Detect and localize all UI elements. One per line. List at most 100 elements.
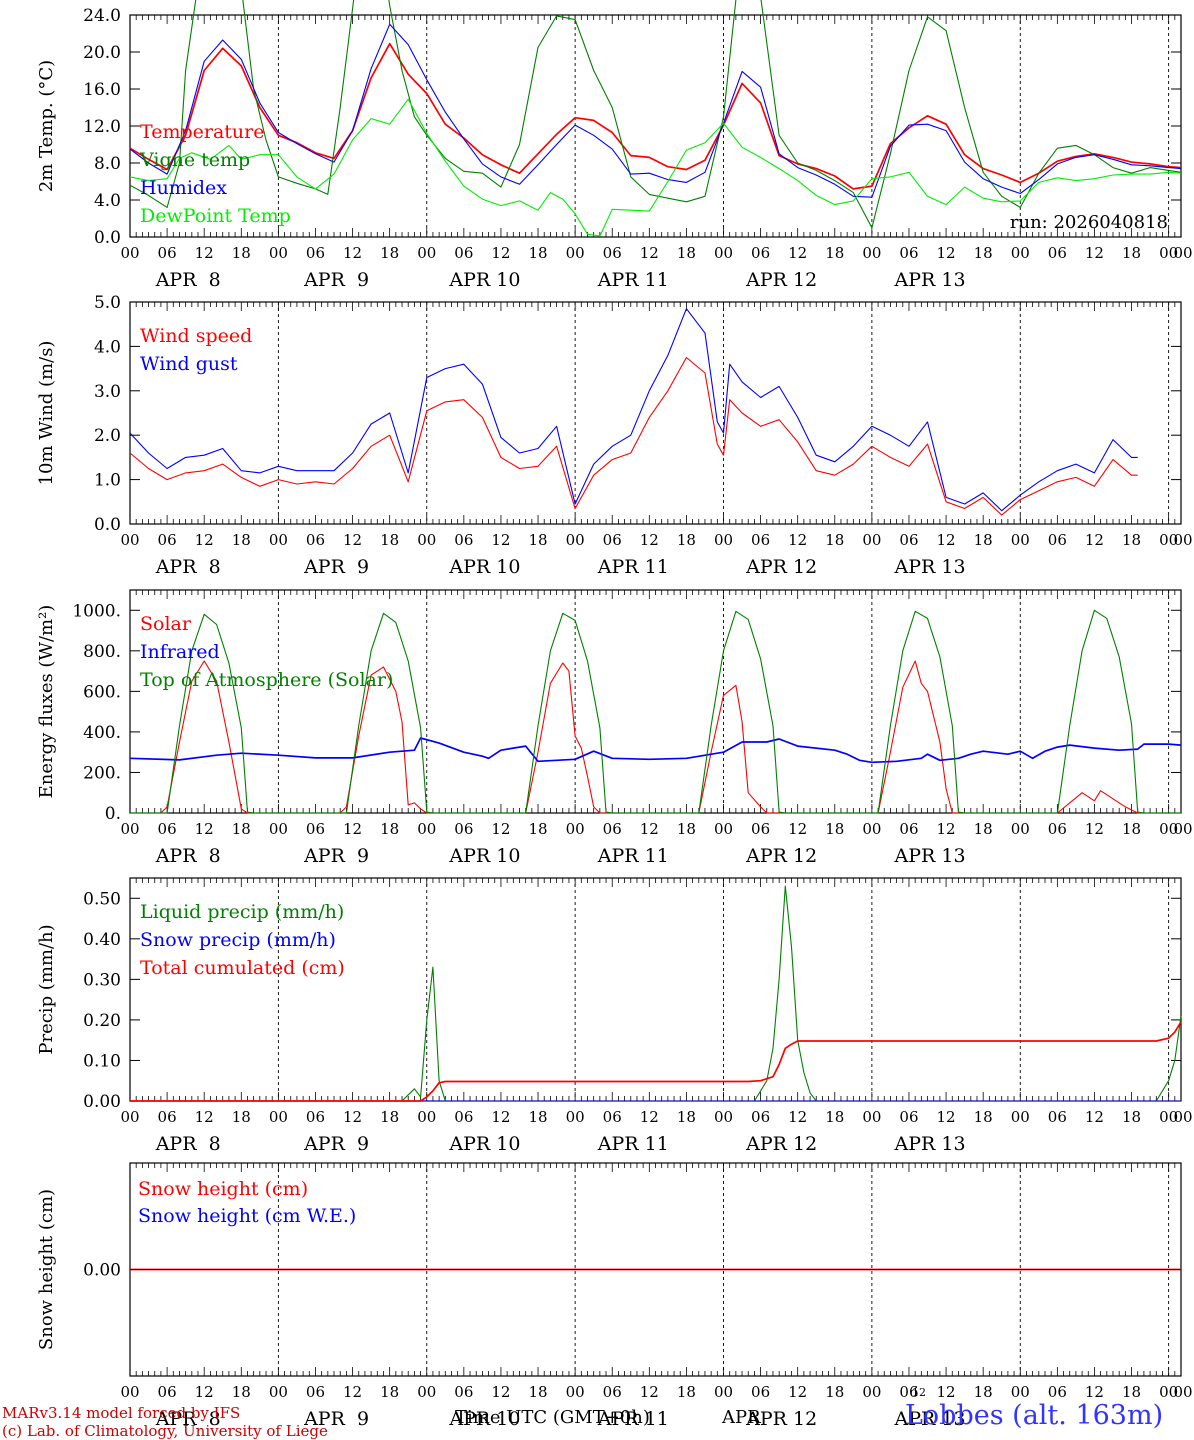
day-label: APR 8 [155, 556, 221, 578]
y-tick-label: 16.0 [83, 80, 121, 100]
x-tick-label: 12 [491, 531, 510, 549]
month-label: APR [722, 1407, 761, 1428]
x-tick-label: 18 [528, 1108, 547, 1126]
x-tick-label: 18 [380, 820, 399, 838]
day-label: APR 11 [597, 556, 669, 578]
x-tick-label: 00 [862, 244, 881, 262]
x-tick-label: 00 [1173, 1383, 1192, 1401]
day-label: APR 11 [597, 1408, 669, 1430]
x-tick-label: 12 [1085, 1383, 1104, 1401]
y-tick-label: 200. [83, 763, 121, 783]
x-tick-label: 18 [380, 1108, 399, 1126]
x-tick-label: 06 [603, 531, 622, 549]
day-label: APR 11 [597, 269, 669, 291]
x-tick-label: 06 [1048, 1108, 1067, 1126]
x-tick-label: 06 [603, 244, 622, 262]
x-tick-label: 12 [937, 531, 956, 549]
x-tick-label: 12 [343, 1383, 362, 1401]
x-tick-label: 06 [751, 820, 770, 838]
y-tick-label: 4.0 [94, 191, 121, 211]
x-tick-label: 18 [528, 820, 547, 838]
day-label: APR 9 [303, 556, 369, 578]
x-tick-label: 18 [528, 1383, 547, 1401]
x-tick-label: 18 [825, 1108, 844, 1126]
y-tick-label: 5.0 [94, 293, 121, 313]
series-wind-speed [129, 356, 1138, 516]
day-label: APR 10 [448, 1133, 520, 1155]
x-tick-label: 18 [974, 820, 993, 838]
x-tick-label: 12 [1085, 820, 1104, 838]
x-tick-label: 00 [1159, 1108, 1178, 1126]
x-tick-label: 06 [899, 531, 918, 549]
x-tick-label: 06 [1048, 531, 1067, 549]
x-tick-label: 06 [751, 1108, 770, 1126]
day-label: APR 10 [448, 845, 520, 867]
x-tick-label: 00 [1011, 820, 1030, 838]
x-tick-label: 06 [454, 244, 473, 262]
x-tick-label: 12 [1085, 1108, 1104, 1126]
x-tick-label: 06 [603, 1383, 622, 1401]
x-tick-label: 12 [343, 820, 362, 838]
x-tick-label: 06 [603, 820, 622, 838]
x-tick-label: 00 [862, 531, 881, 549]
x-tick-label: 00 [1011, 1383, 1030, 1401]
x-tick-label: 06 [454, 1108, 473, 1126]
x-tick-label: 06 [306, 820, 325, 838]
day-label: APR 13 [894, 1408, 966, 1430]
day-label: APR 12 [745, 1408, 817, 1430]
day-label: APR 13 [894, 845, 966, 867]
x-tick-label: 12 [491, 244, 510, 262]
x-tick-label: 12 [195, 820, 214, 838]
x-tick-label: 12 [937, 1108, 956, 1126]
x-tick-label: 18 [528, 531, 547, 549]
x-tick-label: 00 [1159, 1383, 1178, 1401]
y-axis-label: 2m Temp. (°C) [36, 60, 57, 192]
series-dewpoint-temp [129, 98, 1182, 237]
y-tick-label: 0.0 [94, 515, 121, 535]
x-tick-label: 00 [566, 531, 585, 549]
x-tick-label: 18 [380, 244, 399, 262]
x-tick-label: 06 [306, 531, 325, 549]
day-label: APR 12 [745, 845, 817, 867]
legend-entry: Snow height (cm) [138, 1178, 308, 1200]
panel-energy [129, 589, 1182, 814]
y-axis-label: Precip (mm/h) [36, 924, 57, 1054]
series-infrared [129, 737, 1182, 764]
x-tick-label: 12 [343, 244, 362, 262]
y-tick-label: 1000. [72, 601, 121, 621]
panel-snow [129, 1162, 1182, 1377]
x-tick-label: 06 [899, 244, 918, 262]
x-tick-label: 06 [751, 531, 770, 549]
x-tick-label: 18 [1122, 1108, 1141, 1126]
x-tick-label: 12 [195, 1108, 214, 1126]
series-top-of-atmosphere-solar- [130, 609, 1181, 814]
x-tick-label: 18 [825, 531, 844, 549]
x-tick-label: 18 [232, 1108, 251, 1126]
x-tick-label: 12 [640, 531, 659, 549]
panel-temp [129, 0, 1182, 238]
x-tick-label: 18 [677, 1108, 696, 1126]
x-tick-label: 00 [269, 1108, 288, 1126]
y-tick-label: 0.10 [83, 1051, 121, 1071]
x-tick-label: 00 [566, 1108, 585, 1126]
panel-wind [129, 301, 1182, 525]
day-label: APR 9 [303, 845, 369, 867]
x-tick-label: 00 [566, 1383, 585, 1401]
x-tick-label: 06 [899, 1383, 918, 1401]
y-tick-label: 600. [83, 682, 121, 702]
x-tick-label: 00 [1159, 244, 1178, 262]
x-tick-label: 12 [937, 244, 956, 262]
x-tick-label: 00 [566, 820, 585, 838]
y-tick-label: 400. [83, 723, 121, 743]
x-tick-label: 00 [566, 244, 585, 262]
x-tick-label: 12 [788, 1108, 807, 1126]
x-tick-label: 18 [677, 531, 696, 549]
x-tick-label: 00 [417, 244, 436, 262]
y-tick-label: 3.0 [94, 382, 121, 402]
x-tick-label: 18 [974, 244, 993, 262]
x-tick-label: 06 [158, 820, 177, 838]
legend-entry: Snow height (cm W.E.) [138, 1205, 356, 1227]
x-tick-label: 12 [343, 531, 362, 549]
x-tick-label: 00 [1159, 531, 1178, 549]
